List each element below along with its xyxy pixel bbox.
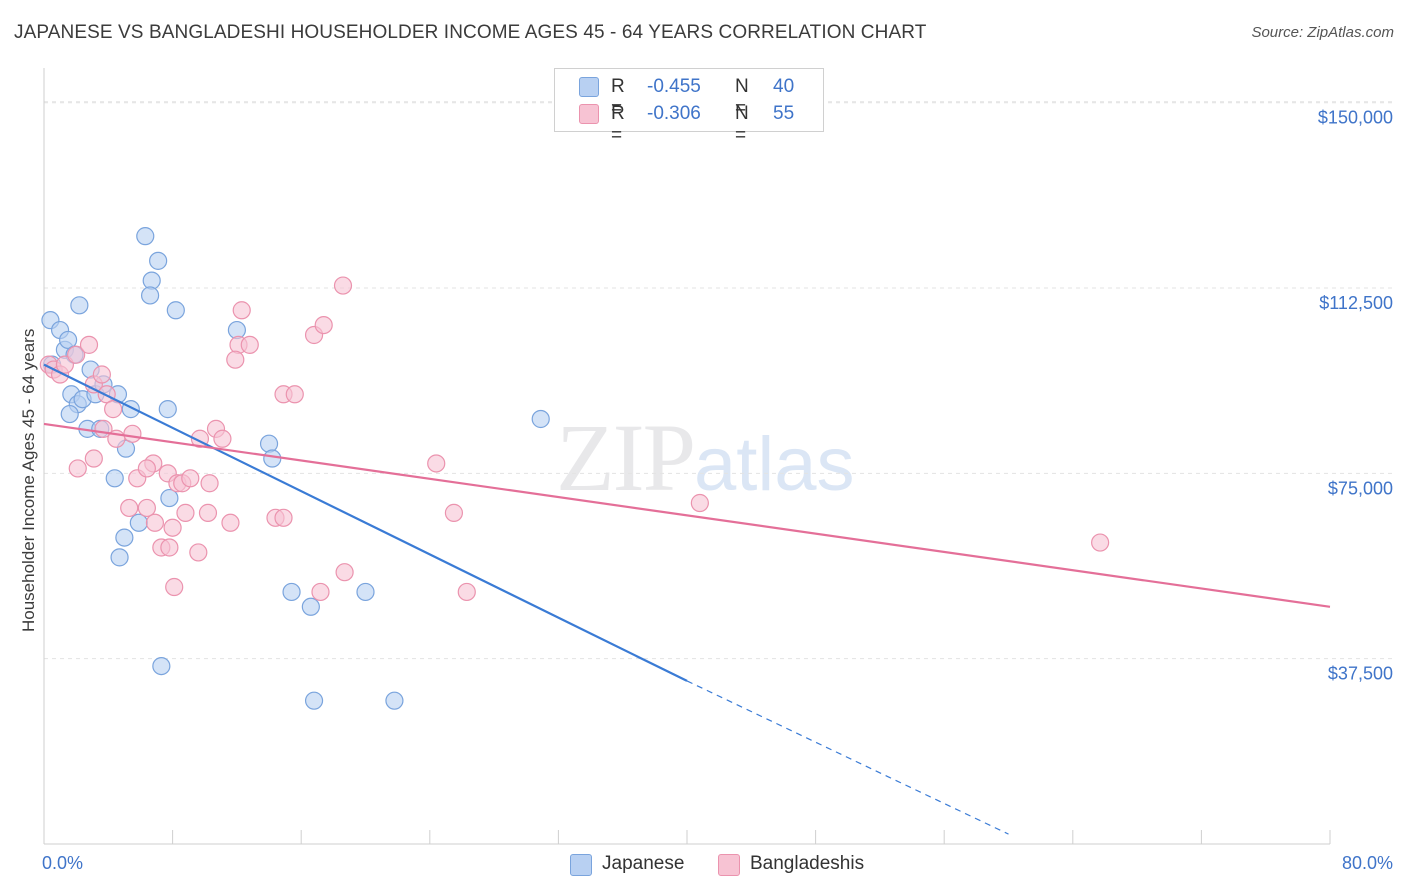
bangladeshi-point bbox=[181, 469, 200, 488]
bangladeshi-point bbox=[123, 424, 142, 443]
bangladeshi-point bbox=[200, 474, 219, 493]
n-label: N = bbox=[735, 103, 749, 146]
japanese-point bbox=[166, 301, 185, 320]
bangladeshi-trend-line bbox=[43, 422, 1331, 608]
bangladeshi-point bbox=[92, 365, 111, 384]
bangladeshi-point bbox=[176, 503, 195, 522]
legend-label: Bangladeshis bbox=[750, 853, 865, 874]
japanese-point bbox=[385, 691, 404, 710]
japanese-point bbox=[531, 409, 550, 429]
japanese-point bbox=[136, 227, 155, 246]
axis-labels: $37,500 $75,000 $112,500 $150,000 0.0% 80.0% H… bbox=[19, 108, 1393, 873]
n-label: N = bbox=[735, 76, 749, 119]
correlation-legend: R = -0.455 N = 40 R = -0.306 N = 55 bbox=[554, 68, 824, 146]
bangladeshi-point bbox=[274, 508, 293, 527]
y-tick-label: $75,000 bbox=[1328, 478, 1393, 498]
bangladeshi-point bbox=[104, 400, 123, 419]
bangladeshi-point bbox=[1091, 533, 1110, 552]
n-value: 55 bbox=[773, 103, 795, 124]
japanese-point bbox=[115, 528, 134, 547]
japanese-point bbox=[129, 513, 148, 532]
source-label: Source: ZipAtlas.com bbox=[1251, 24, 1394, 41]
bangladeshi-point bbox=[67, 345, 86, 364]
r-label: R = bbox=[611, 103, 625, 146]
japanese-swatch bbox=[570, 854, 592, 876]
legend-label: Japanese bbox=[602, 853, 685, 874]
japanese-point bbox=[304, 691, 324, 710]
bangladeshi-point bbox=[335, 563, 354, 582]
bangladeshi-point bbox=[226, 350, 245, 369]
bangladeshi-point bbox=[311, 582, 330, 602]
japanese-point bbox=[110, 548, 129, 567]
data-points bbox=[39, 227, 1110, 710]
trend-lines bbox=[43, 363, 1331, 835]
bangladeshi-point bbox=[84, 449, 103, 468]
japanese-point bbox=[60, 404, 79, 424]
bangladeshi-point bbox=[232, 301, 251, 320]
bangladeshi-point bbox=[137, 498, 156, 518]
watermark-zip: ZIP bbox=[556, 404, 696, 511]
bangladeshi-point bbox=[690, 493, 709, 513]
bangladeshi-point bbox=[120, 498, 139, 518]
japanese-point bbox=[105, 469, 124, 488]
axes bbox=[43, 68, 1331, 845]
r-value: -0.306 bbox=[647, 103, 701, 124]
bangladeshi-point bbox=[79, 335, 99, 354]
bangladeshi-point bbox=[137, 459, 156, 478]
bangladeshi-point bbox=[240, 335, 259, 354]
x-tick-label-min: 0.0% bbox=[42, 853, 83, 873]
chart-title: JAPANESE VS BANGLADESHI HOUSEHOLDER INCO… bbox=[14, 22, 927, 43]
bangladeshi-point bbox=[189, 543, 208, 562]
r-label: R = bbox=[611, 76, 625, 119]
y-tick-label: $37,500 bbox=[1328, 664, 1393, 684]
y-axis-label: Householder Income Ages 45 - 64 years bbox=[19, 329, 38, 632]
japanese-trend-extension bbox=[686, 680, 1009, 835]
japanese-point bbox=[301, 597, 320, 616]
watermark: ZIPatlas bbox=[556, 402, 855, 513]
bangladeshi-point bbox=[163, 518, 182, 537]
grid-lines bbox=[44, 101, 1394, 660]
japanese-trend-line bbox=[43, 363, 688, 682]
bangladeshi-point bbox=[444, 503, 464, 522]
x-tick-label-max: 80.0% bbox=[1342, 853, 1393, 873]
japanese-point bbox=[259, 434, 279, 453]
bangladeshi-point bbox=[145, 513, 165, 532]
watermark-atlas: atlas bbox=[694, 422, 855, 507]
japanese-point bbox=[152, 656, 171, 676]
japanese-point bbox=[160, 488, 179, 508]
y-tick-label: $112,500 bbox=[1319, 293, 1393, 313]
bangladeshi-point bbox=[198, 503, 218, 522]
n-value: 40 bbox=[773, 76, 795, 97]
bangladeshi-point bbox=[165, 577, 184, 597]
r-value: -0.455 bbox=[647, 76, 701, 97]
bangladeshi-swatch bbox=[579, 104, 599, 124]
japanese-point bbox=[70, 296, 89, 315]
bangladeshi-point bbox=[160, 538, 179, 557]
bangladeshi-swatch bbox=[718, 854, 740, 876]
japanese-point bbox=[263, 449, 282, 468]
bangladeshi-point bbox=[213, 429, 232, 448]
bangladeshi-point bbox=[68, 459, 87, 478]
japanese-point bbox=[356, 582, 375, 602]
bangladeshi-point bbox=[285, 385, 304, 404]
bangladeshi-point bbox=[221, 513, 240, 532]
bangladeshi-point bbox=[427, 454, 446, 473]
japanese-point bbox=[149, 251, 168, 270]
japanese-swatch bbox=[579, 77, 599, 97]
japanese-point bbox=[158, 400, 177, 419]
bangladeshi-point bbox=[333, 276, 353, 295]
bangladeshi-point bbox=[457, 582, 476, 602]
y-tick-label: $150,000 bbox=[1318, 108, 1393, 128]
japanese-point bbox=[282, 582, 301, 602]
japanese-point bbox=[140, 286, 160, 305]
bangladeshi-point bbox=[314, 315, 333, 335]
